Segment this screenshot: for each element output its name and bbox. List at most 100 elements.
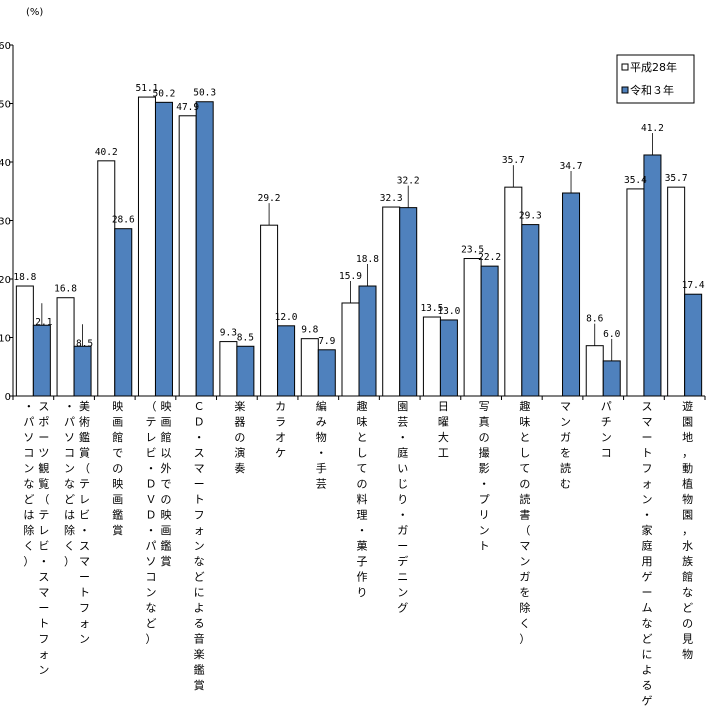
category-label-char: ン [79,633,90,646]
y-tick-label: 40 [0,158,11,169]
bar-2021 [521,224,540,397]
category-label-char: コ [145,571,156,584]
category-label-char: 賞 [79,447,90,460]
category-label-char: ソ [145,555,156,568]
category-label-char: ビ [145,447,156,460]
category-label-char: ト [194,493,205,506]
data-label: 17.4 [682,280,705,291]
category-label-char: 工 [438,447,449,460]
category-label-char: コ [64,447,75,460]
category-label-char: ） [519,633,530,646]
bar-2016 [137,96,156,397]
category-label-char: ム [641,602,652,615]
category-label-char: を [519,586,530,599]
data-label: 28.6 [112,215,135,226]
data-label: 9.3 [220,328,237,339]
category-label-char: 園 [682,509,693,522]
legend: 平成28年 令和３年 [616,54,695,104]
category-label-char: ， [682,524,693,537]
category-label-char: 料 [357,492,368,506]
category-label-char: ・ [194,431,205,444]
category-label-char: 映 [112,400,123,413]
data-label: 9.8 [301,325,318,336]
category-label-char: ー [38,431,49,444]
category-label-char: 写 [479,400,490,413]
category-label-char: ー [38,602,49,615]
category-label-char: り [397,493,408,506]
category-label-char: よ [641,664,652,677]
category-label-char: ン [641,493,652,506]
category-label-char: ー [641,431,652,444]
category-label-char: ス [38,400,49,413]
category-label-char: 画 [160,524,171,537]
category-label-char: ニ [397,571,408,584]
category-label-char: ト [641,447,652,460]
bar-2021 [114,228,133,397]
category-label-char: 映 [160,509,171,522]
category-label-char: 味 [357,416,368,429]
category-label-char: の [112,462,123,475]
category-label-char: Ｄ [194,416,205,429]
category-label-char: ン [194,540,205,553]
category-label-char: Ｄ [145,509,156,522]
category-label-char: 鑑 [194,663,205,677]
bar-2021 [643,154,662,397]
category-label-char: ・ [397,431,408,444]
bar-2016 [667,186,686,397]
data-label: 7.9 [318,336,335,347]
category-label-char: ソ [23,431,34,444]
category-label-char: フ [79,602,90,615]
data-label: 2.1 [35,317,52,328]
data-label: 34.7 [560,161,583,172]
category-label-char: 地 [682,431,693,444]
category-label-char: 動 [682,461,693,475]
bar-2016 [422,316,441,397]
bar-2016 [463,258,482,397]
category-label-char: リ [479,509,490,522]
legend-label-2021: 令和３年 [630,83,674,97]
category-label-char: 庭 [641,539,652,553]
category-label-char: よ [194,602,205,615]
category-label-char: ー [194,478,205,491]
category-label-char: 菓 [357,540,368,553]
category-label-char: 園 [397,400,408,413]
category-label-char: 物 [682,492,693,506]
category-label-char: ォ [38,648,49,661]
category-label-char: 家 [641,523,652,537]
bars [15,96,703,397]
category-label-char: と [519,431,530,444]
bar-2021 [480,265,499,397]
category-label-char: は [64,509,75,522]
category-label-char: ラ [275,416,286,429]
category-label-char: し [519,447,530,460]
data-label: 16.8 [54,284,77,295]
category-label-char: フ [38,633,49,646]
category-label-char: ビ [38,540,49,553]
category-label-char: 鑑 [160,539,171,553]
legend-label-2016: 平成28年 [630,60,677,74]
bar-2021 [399,207,418,397]
data-labels: 18.8 16.8 40.2 51.1 47.9 9.3 29.2 9.8 15.9 32.3 13… [13,83,704,349]
category-label-char: フ [194,509,205,522]
category-label-char: ， [682,447,693,460]
y-tick-label: 60 [0,41,11,52]
category-label-char: （ [145,400,156,413]
category-label-char: マ [194,462,205,475]
category-label-char: て [357,462,368,475]
bar-2016 [300,338,319,397]
data-label: 40.2 [95,147,118,158]
category-label-char: て [519,462,530,475]
category-label-char: 以 [160,447,171,460]
category-label-char: ・ [357,524,368,537]
data-label: 15.9 [339,271,362,282]
category-label-char: 館 [682,570,693,584]
category-label-char: 編 [316,399,327,413]
bar-2016 [178,115,197,397]
category-label-char: 書 [519,508,530,522]
category-label-char: ン [145,586,156,599]
category-label-char: な [641,617,652,630]
category-label-char: テ [79,478,90,491]
category-label-char: レ [145,431,156,444]
category-label-char: ・ [145,462,156,475]
